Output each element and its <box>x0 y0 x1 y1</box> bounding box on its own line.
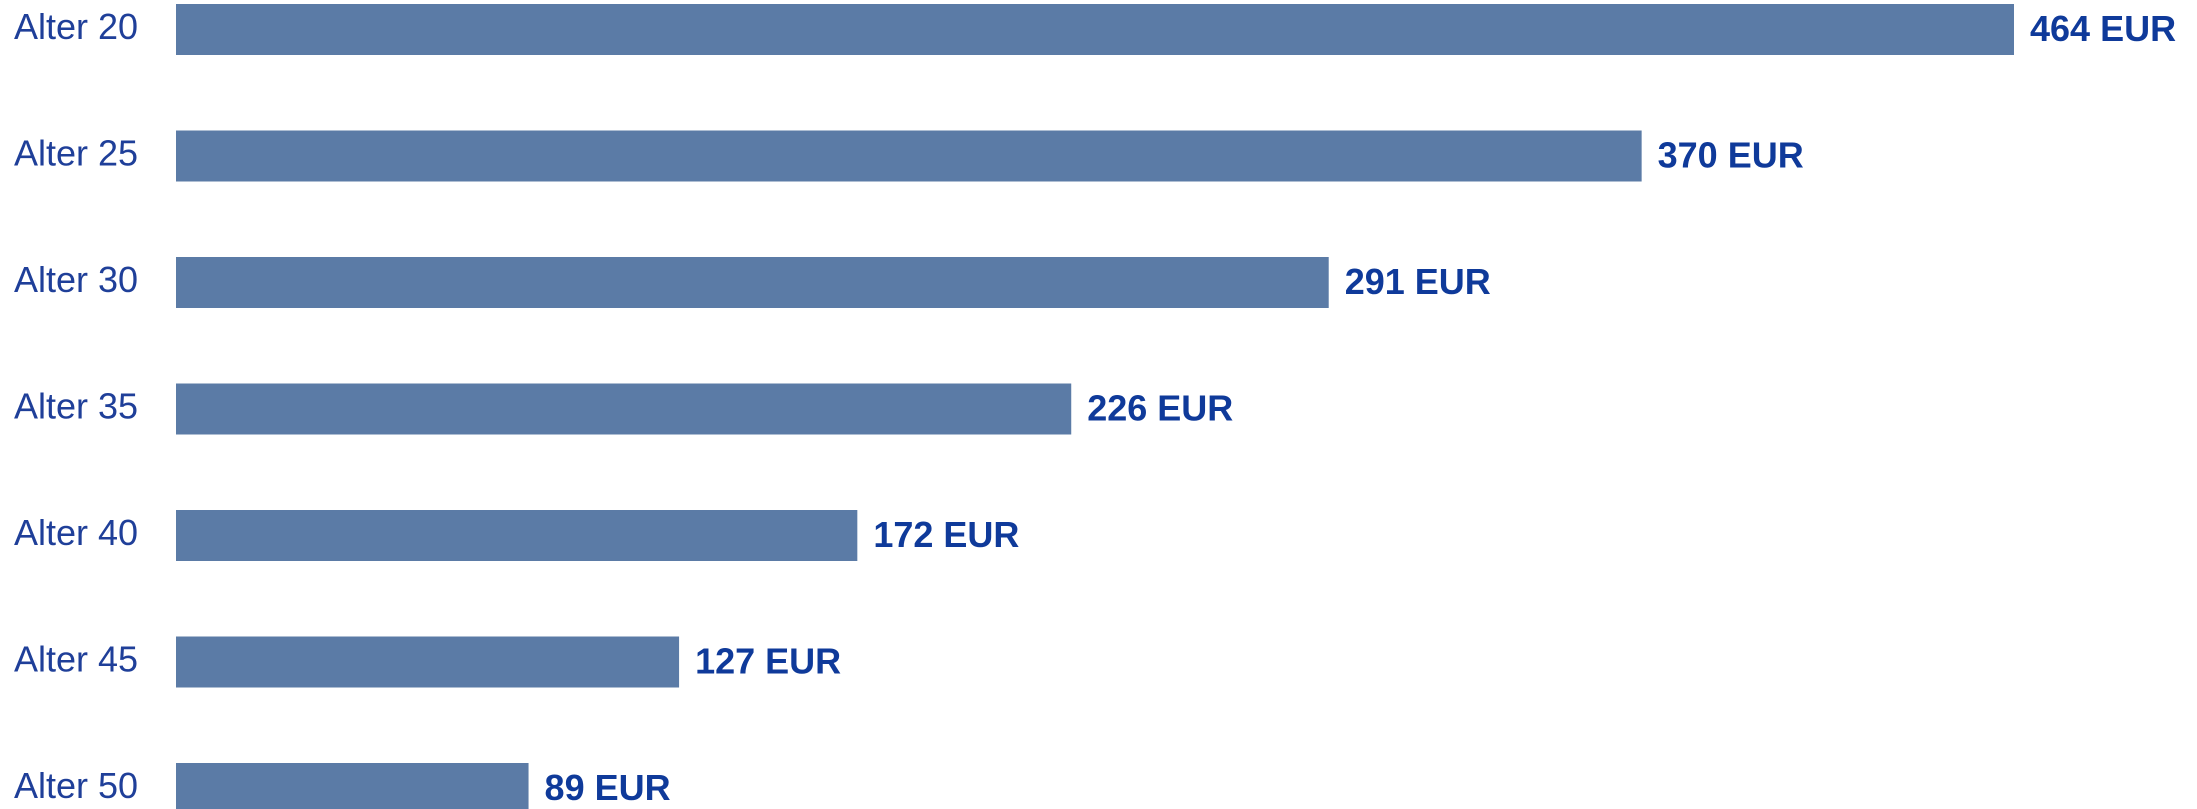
category-label: Alter 20 <box>14 6 138 47</box>
bar <box>176 4 2014 55</box>
category-label: Alter 25 <box>14 133 138 174</box>
category-label: Alter 35 <box>14 386 138 427</box>
value-label: 370 EUR <box>1658 135 1804 176</box>
category-label: Alter 45 <box>14 639 138 680</box>
value-label: 172 EUR <box>873 514 1019 555</box>
value-label: 127 EUR <box>695 641 841 682</box>
category-label: Alter 30 <box>14 259 138 300</box>
bar <box>176 510 858 561</box>
value-label: 89 EUR <box>545 767 671 808</box>
bar <box>176 383 1072 435</box>
value-label: 291 EUR <box>1345 261 1491 302</box>
category-label: Alter 50 <box>14 765 138 806</box>
bar <box>176 257 1329 308</box>
bar <box>176 636 680 688</box>
bar <box>176 763 529 809</box>
value-label: 464 EUR <box>2030 8 2176 49</box>
value-label: 226 EUR <box>1087 388 1233 429</box>
bar <box>176 130 1642 182</box>
category-label: Alter 40 <box>14 512 138 553</box>
